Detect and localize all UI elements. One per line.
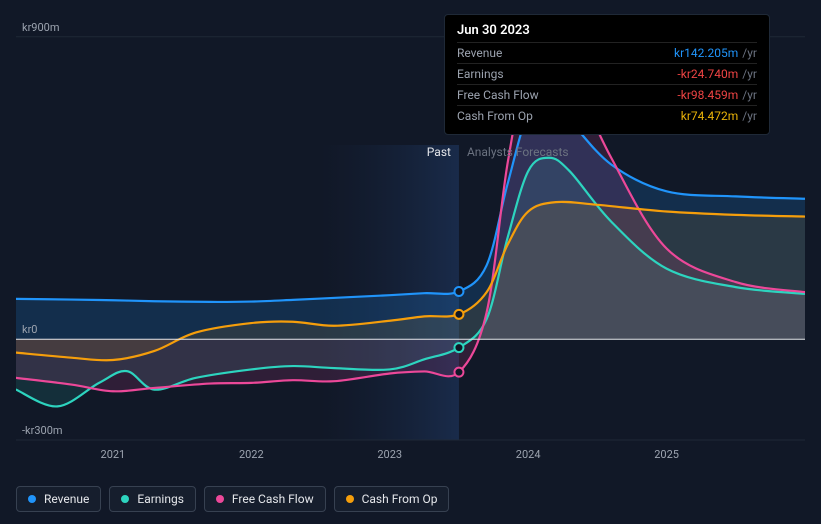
tooltip-row: Revenue kr142.205m/yr — [457, 42, 757, 63]
tooltip-row: Earnings -kr24.740m/yr — [457, 63, 757, 84]
svg-text:2024: 2024 — [516, 448, 541, 461]
svg-text:2022: 2022 — [239, 448, 264, 461]
legend-dot — [346, 495, 354, 503]
svg-text:Past: Past — [427, 145, 451, 159]
tooltip-row-label: Revenue — [457, 46, 502, 60]
legend-item-cfo[interactable]: Cash From Op — [334, 486, 450, 512]
legend-dot — [216, 495, 224, 503]
tooltip-row-value: -kr98.459m/yr — [677, 88, 757, 102]
legend-item-revenue[interactable]: Revenue — [16, 486, 101, 512]
svg-text:-kr300m: -kr300m — [22, 424, 63, 437]
tooltip-row: Free Cash Flow -kr98.459m/yr — [457, 84, 757, 105]
tooltip-row-label: Earnings — [457, 67, 504, 81]
legend-dot — [28, 495, 36, 503]
legend-dot — [121, 495, 129, 503]
svg-text:Analysts Forecasts: Analysts Forecasts — [467, 145, 569, 159]
tooltip-row-value: kr142.205m/yr — [674, 46, 757, 60]
tooltip-row: Cash From Op kr74.472m/yr — [457, 105, 757, 126]
tooltip-row-label: Cash From Op — [457, 109, 533, 123]
svg-text:kr0: kr0 — [22, 323, 38, 336]
svg-text:2021: 2021 — [101, 448, 126, 461]
chart-legend: Revenue Earnings Free Cash Flow Cash From O… — [16, 486, 449, 512]
legend-label: Revenue — [44, 492, 89, 506]
svg-text:kr900m: kr900m — [22, 21, 60, 34]
legend-label: Cash From Op — [362, 492, 438, 506]
tooltip-row-value: kr74.472m/yr — [681, 109, 757, 123]
tooltip-date: Jun 30 2023 — [457, 23, 757, 38]
tooltip-row-label: Free Cash Flow — [457, 88, 539, 102]
tooltip-row-value: -kr24.740m/yr — [677, 67, 757, 81]
chart-tooltip: Jun 30 2023 Revenue kr142.205m/yr Earnings… — [444, 14, 770, 135]
svg-text:2025: 2025 — [654, 448, 679, 461]
legend-item-fcf[interactable]: Free Cash Flow — [204, 486, 326, 512]
svg-text:2023: 2023 — [377, 448, 402, 461]
legend-label: Earnings — [137, 492, 184, 506]
legend-item-earnings[interactable]: Earnings — [109, 486, 196, 512]
legend-label: Free Cash Flow — [232, 492, 314, 506]
